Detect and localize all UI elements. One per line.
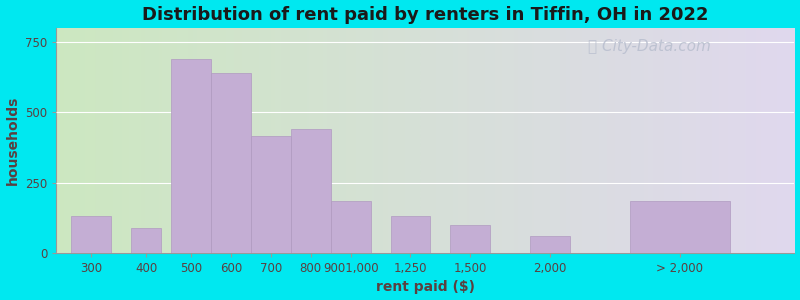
Bar [330,201,370,253]
Bar [71,216,111,253]
Bar [450,225,490,253]
Title: Distribution of rent paid by renters in Tiffin, OH in 2022: Distribution of rent paid by renters in … [142,6,709,24]
Bar [390,216,430,253]
Bar [530,236,570,253]
Bar [131,228,161,253]
Bar [211,73,251,253]
Bar [630,201,730,253]
Y-axis label: households: households [6,96,19,185]
Bar [171,59,211,253]
Bar [251,136,290,253]
X-axis label: rent paid ($): rent paid ($) [376,280,475,294]
Text: ⓘ City-Data.com: ⓘ City-Data.com [588,39,710,54]
Bar [290,129,330,253]
